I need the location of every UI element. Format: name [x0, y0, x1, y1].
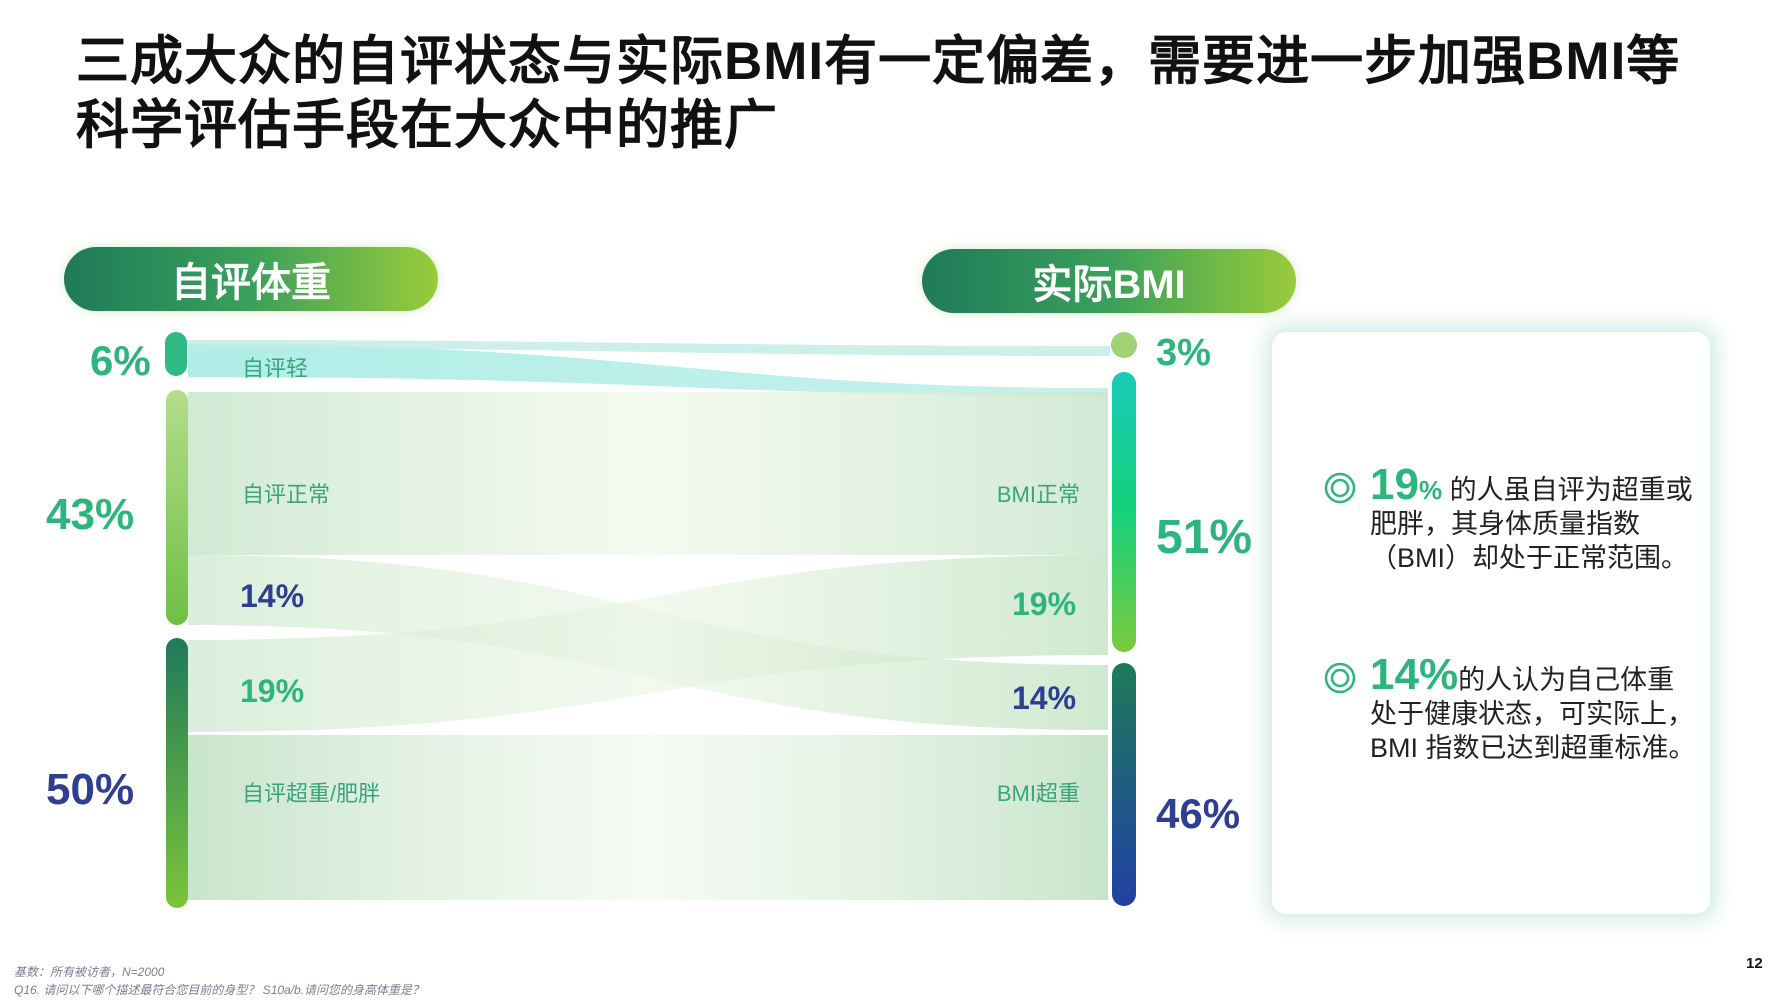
left-header-label: 自评体重	[171, 261, 331, 305]
label-self-light: 自评轻	[242, 356, 309, 381]
left-bar-overweight	[166, 638, 188, 908]
label-self-normal: 自评正常	[242, 482, 331, 507]
insight-pct-suffix: %	[1418, 475, 1443, 505]
insight-item: 19% 的人虽自评为超重或肥胖，其身体质量指数（BMI）却处于正常范围。	[1324, 463, 1694, 618]
right-pct-light: 3%	[1156, 332, 1211, 374]
flow-pct-normal-to-overweight-right: 14%	[1012, 680, 1077, 716]
right-header-label: 实际BMI	[1032, 263, 1186, 307]
insight-body: 的人认为自己体重处于健康状态，可实际上，BMI 指数已达到超重标准。	[1370, 665, 1696, 763]
flow-light-to-normal	[188, 344, 1108, 396]
footnote-question: Q16. 请问以下哪个描述最符合您目前的身型？ S10a/b.请问您的身高体重是…	[14, 983, 425, 997]
insight-pct: 19	[1370, 460, 1419, 509]
label-bmi-normal: BMI正常	[996, 482, 1080, 507]
right-header-pill: 实际BMI	[922, 249, 1296, 313]
right-pct-overweight: 46%	[1156, 790, 1241, 837]
left-pct-normal: 43%	[46, 490, 135, 539]
right-pct-normal: 51%	[1156, 511, 1253, 564]
left-pct-light: 6%	[90, 337, 151, 384]
left-bar-light	[165, 332, 187, 376]
page-number: 12	[1746, 955, 1763, 972]
left-header-pill: 自评体重	[64, 247, 438, 311]
left-pct-overweight: 50%	[46, 765, 135, 814]
flow-overweight-to-overweight	[188, 735, 1108, 900]
flow-pct-overweight-to-normal-left: 19%	[240, 673, 305, 709]
insight-text: 14%的人认为自己体重处于健康状态，可实际上，BMI 指数已达到超重标准。	[1370, 653, 1700, 765]
flow-normal-to-normal	[188, 392, 1108, 555]
left-bar-normal	[166, 390, 188, 625]
label-self-overweight: 自评超重/肥胖	[242, 781, 381, 806]
insight-body: 的人虽自评为超重或肥胖，其身体质量指数（BMI）却处于正常范围。	[1370, 475, 1693, 573]
insight-text: 19% 的人虽自评为超重或肥胖，其身体质量指数（BMI）却处于正常范围。	[1370, 463, 1700, 575]
right-bar-normal	[1112, 372, 1136, 652]
sankey-diagram	[165, 332, 1137, 908]
flow-light-to-light	[188, 340, 1110, 356]
flow-overweight-to-normal	[188, 555, 1108, 732]
footnote-base: 基数：所有被访者，N=2000	[14, 965, 165, 979]
insight-panel: 19% 的人虽自评为超重或肥胖，其身体质量指数（BMI）却处于正常范围。 14%…	[1272, 332, 1710, 914]
right-bar-light	[1111, 332, 1137, 358]
insight-pct: 14%	[1370, 650, 1459, 699]
page-title: 三成大众的自评状态与实际BMI有一定偏差，需要进一步加强BMI等科学评估手段在大…	[76, 32, 1681, 155]
target-circle-icon	[1324, 472, 1356, 504]
flow-pct-overweight-to-normal-right: 19%	[1012, 586, 1077, 622]
label-bmi-overweight: BMI超重	[996, 781, 1080, 806]
target-circle-icon	[1324, 662, 1356, 694]
flow-pct-normal-to-overweight: 14%	[240, 578, 305, 614]
insight-item: 14%的人认为自己体重处于健康状态，可实际上，BMI 指数已达到超重标准。	[1324, 653, 1696, 808]
right-bar-overweight	[1112, 663, 1136, 906]
